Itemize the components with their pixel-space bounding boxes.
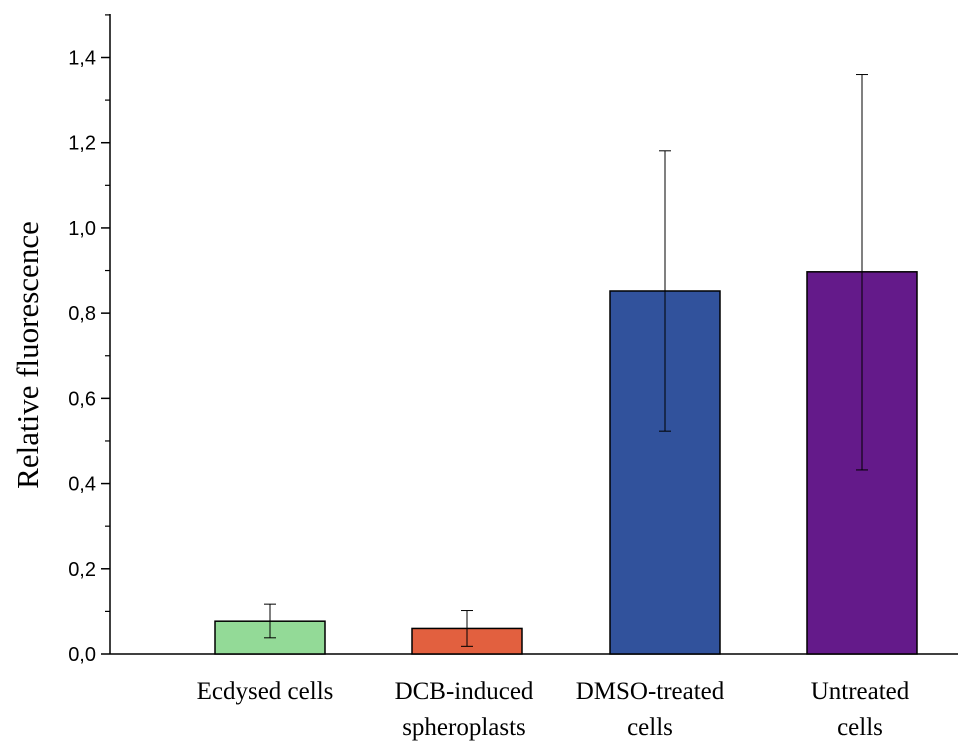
category-labels: Ecdysed cells DCB-induced spheroplasts DMSO… (197, 678, 910, 741)
y-tick-label: 1,2 (68, 133, 96, 155)
x-category-label: spheroplasts (402, 714, 526, 741)
y-tick-label: 0,8 (68, 303, 96, 325)
x-category-label: DMSO-treated (576, 678, 725, 705)
x-category-label: Ecdysed cells (197, 678, 334, 705)
y-tick-label: 0,6 (68, 388, 96, 410)
y-tick-label: 0,0 (68, 644, 96, 666)
y-tick-label: 0,2 (68, 559, 96, 581)
x-category-label: cells (837, 714, 883, 741)
y-axis-title: Relative fluorescence (10, 221, 45, 489)
y-tick-label: 0,4 (68, 474, 96, 496)
x-category-label: Untreated (811, 678, 910, 705)
x-category-label: cells (627, 714, 673, 741)
bar-series (214, 74, 918, 655)
y-tick-label: 1,0 (68, 218, 96, 240)
x-category-label: DCB-induced (395, 678, 534, 705)
y-tick-label: 1,4 (68, 48, 96, 70)
